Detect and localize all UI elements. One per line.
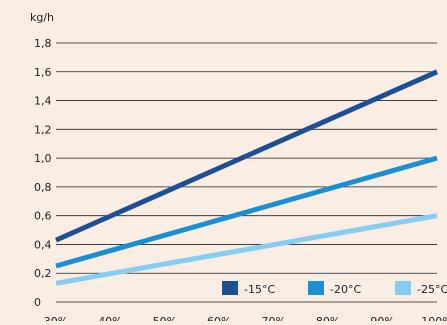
legend-swatch xyxy=(395,281,411,295)
x-tick-label: 60% xyxy=(207,315,231,321)
x-tick-label: 70% xyxy=(261,315,285,321)
legend: -15°C -20°C -25°C xyxy=(222,281,447,296)
y-tick-label: 0,2 xyxy=(34,267,52,280)
y-tick-label: 0,4 xyxy=(34,238,52,251)
y-tick-label: 1,4 xyxy=(34,95,52,108)
series-layer xyxy=(54,69,439,286)
y-tick-labels: 0 0,2 0,4 0,6 0,8 1,0 1,2 1,4 1,6 1,8 xyxy=(34,37,52,309)
x-tick-label: 90% xyxy=(370,315,394,321)
x-tick-label: 40% xyxy=(98,315,122,321)
y-axis-label: kg/h xyxy=(30,11,54,24)
series-line xyxy=(55,155,438,269)
y-tick-label: 1,0 xyxy=(34,152,52,165)
y-tick-label: 0,6 xyxy=(34,210,52,223)
y-tick-label: 1,2 xyxy=(34,123,52,136)
x-tick-label: 80% xyxy=(316,315,340,321)
legend-label: -15°C xyxy=(244,283,275,296)
series-line xyxy=(54,69,439,243)
y-tick-label: 0 xyxy=(34,296,41,309)
legend-label: -20°C xyxy=(330,283,361,296)
legend-label: -25°C xyxy=(417,283,447,296)
x-tick-label: 50% xyxy=(153,315,177,321)
series-line xyxy=(55,213,438,286)
x-tick-label: 30% xyxy=(44,315,68,321)
y-tick-label: 1,6 xyxy=(34,66,52,79)
legend-swatch xyxy=(222,281,238,295)
legend-swatch xyxy=(308,281,324,295)
x-tick-labels: 30% 40% 50% 60% 70% 80% 90% 100% xyxy=(44,315,447,325)
y-tick-label: 1,8 xyxy=(34,37,52,50)
y-tick-label: 0,8 xyxy=(34,181,52,194)
x-tick-label: 100% xyxy=(421,315,447,321)
